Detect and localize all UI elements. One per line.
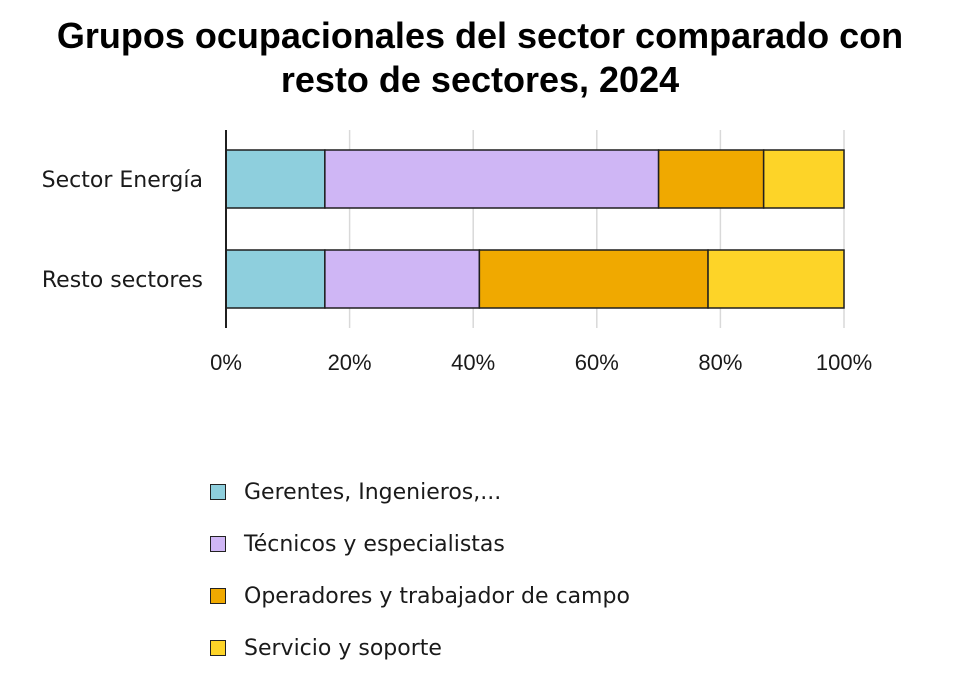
- legend-item: Técnicos y especialistas: [210, 518, 630, 570]
- legend-label: Técnicos y especialistas: [244, 531, 505, 557]
- legend-swatch: [210, 484, 226, 500]
- category-label: Resto sectores: [42, 268, 203, 293]
- chart-title-line-2: resto de sectores, 2024: [280, 59, 680, 100]
- legend-swatch: [210, 640, 226, 656]
- x-tick-label: 80%: [698, 350, 742, 375]
- bar-segment: [478, 249, 709, 309]
- bar-segment: [707, 249, 845, 309]
- chart-title-line-1: Grupos ocupacionales del sector comparad…: [56, 15, 904, 56]
- legend-label: Operadores y trabajador de campo: [244, 583, 630, 609]
- legend-label: Gerentes, Ingenieros,...: [244, 479, 502, 505]
- category-label: Sector Energía: [42, 168, 203, 193]
- x-tick-label: 20%: [328, 350, 372, 375]
- legend-swatch: [210, 588, 226, 604]
- x-tick-label: 40%: [451, 350, 495, 375]
- bar-segment: [225, 149, 326, 209]
- bar-segment: [324, 149, 660, 209]
- legend-label: Servicio y soporte: [244, 635, 442, 661]
- x-tick-label: 60%: [575, 350, 619, 375]
- bar-segment: [657, 149, 765, 209]
- x-tick-label: 0%: [210, 350, 242, 375]
- chart-title: Grupos ocupacionales del sector comparad…: [0, 14, 960, 102]
- legend-item: Gerentes, Ingenieros,...: [210, 466, 630, 518]
- bar-segment: [762, 149, 845, 209]
- legend-swatch: [210, 536, 226, 552]
- bar-segment: [225, 249, 326, 309]
- x-tick-label: 100%: [816, 350, 872, 375]
- legend-item: Servicio y soporte: [210, 622, 630, 674]
- legend-item: Operadores y trabajador de campo: [210, 570, 630, 622]
- chart-legend: Gerentes, Ingenieros,... Técnicos y espe…: [210, 466, 630, 674]
- bar-segment: [324, 249, 481, 309]
